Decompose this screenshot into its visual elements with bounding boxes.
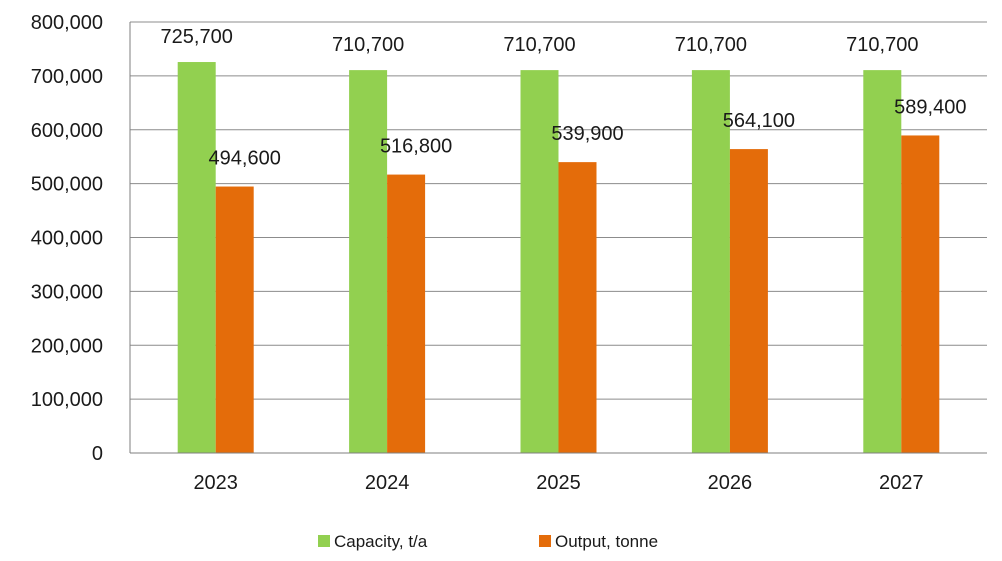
y-tick-label: 700,000 [31,66,103,88]
y-tick-label: 600,000 [31,120,103,142]
y-tick-label: 400,000 [31,228,103,250]
y-tick-label: 200,000 [31,335,103,357]
x-tick-label: 2025 [536,472,581,494]
legend-swatch-capacity [318,535,330,547]
y-tick-label: 0 [92,443,103,465]
legend-label-output: Output, tonne [555,532,658,551]
x-tick-label: 2024 [365,472,410,494]
legend-swatch-output [539,535,551,547]
bars [177,62,940,454]
y-tick-label: 100,000 [31,389,103,411]
bar-output-2023 [215,186,254,454]
x-axis-tick-labels: 2023 2024 2025 2026 2027 [193,472,923,494]
legend-label-capacity: Capacity, t/a [334,532,428,551]
bar-capacity-2023 [177,62,216,454]
bar-capacity-2025 [520,70,559,453]
data-label-capacity-2025: 710,700 [503,34,575,56]
x-tick-label: 2023 [193,472,238,494]
data-label-output-2023: 494,600 [209,148,281,170]
bar-capacity-2024 [349,70,388,453]
data-label-capacity-2027: 710,700 [846,34,918,56]
data-label-capacity-2023: 725,700 [161,26,233,48]
data-label-capacity-2024: 710,700 [332,34,404,56]
y-tick-label: 500,000 [31,174,103,196]
bar-capacity-2026 [691,70,730,453]
data-label-output-2027: 589,400 [894,96,966,118]
bar-output-2025 [558,162,597,453]
data-label-output-2026: 564,100 [723,110,795,132]
axes [129,22,987,454]
data-labels: 725,700 494,600 710,700 516,800 710,700 539,9… [161,26,967,170]
legend: Capacity, t/a Output, tonne [318,532,658,551]
bar-output-2026 [729,149,768,453]
bar-capacity-2027 [863,70,902,453]
y-tick-label: 800,000 [31,12,103,34]
x-tick-label: 2026 [708,472,753,494]
bar-output-2027 [901,135,940,453]
x-tick-label: 2027 [879,472,924,494]
data-label-capacity-2026: 710,700 [675,34,747,56]
y-axis-tick-labels: 0 100,000 200,000 300,000 400,000 500,000 600,… [31,12,103,465]
data-label-output-2025: 539,900 [551,123,623,145]
data-label-output-2024: 516,800 [380,136,452,158]
y-tick-label: 300,000 [31,281,103,303]
bar-output-2024 [387,174,426,453]
